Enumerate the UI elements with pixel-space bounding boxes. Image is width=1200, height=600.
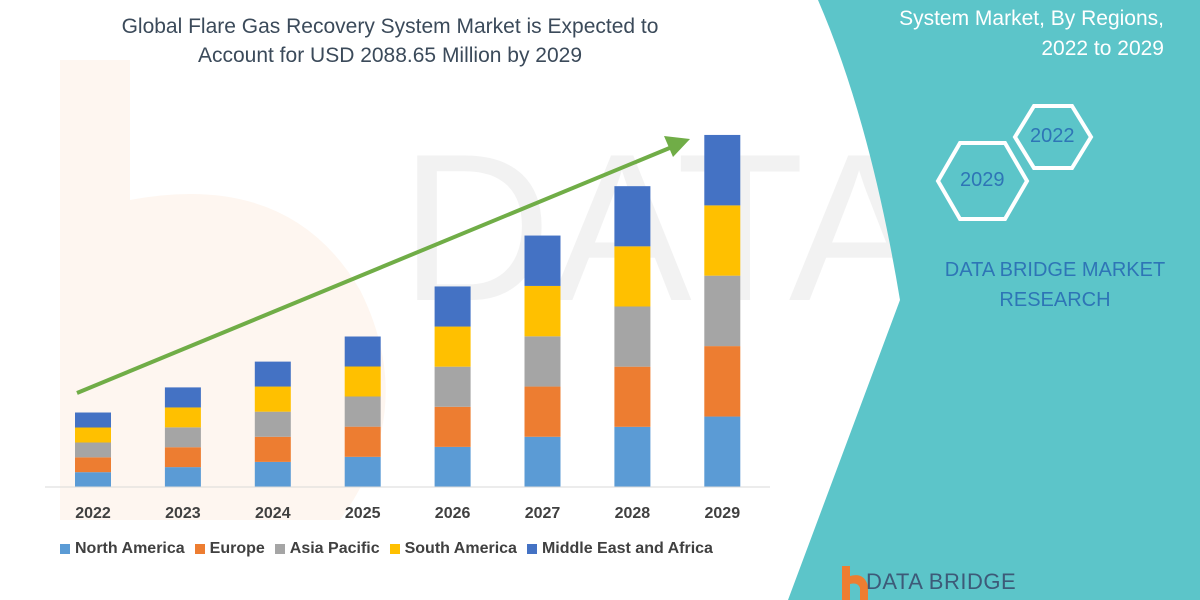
legend-label: Asia Pacific [289,540,380,557]
bar-segment-2028-asia-pacific [614,306,651,367]
legend-label: Europe [209,540,265,557]
bar-segment-2024-asia-pacific [254,411,291,437]
bar-segment-2025-europe [344,426,381,457]
logo-icon [842,566,868,600]
logo-text: DATA BRIDGE [866,569,1017,594]
legend-item: South America [389,540,517,558]
bar-segment-2027-south-america [524,285,561,337]
legend-swatch [60,544,70,554]
bar-segment-2026-south-america [434,326,471,367]
bar-segment-2023-south-america [164,407,201,428]
legend-swatch [389,544,400,554]
bar-segment-2029-middle-east-and-africa [704,134,741,206]
legend-label: South America [404,540,517,557]
bar-segment-2025-asia-pacific [344,396,381,427]
x-tick-label: 2027 [525,505,561,522]
brand-text: DATA BRIDGE MARKET RESEARCH [925,255,1185,315]
legend-label: Middle East and Africa [541,540,713,557]
x-tick-label: 2026 [435,505,471,522]
bar-segment-2026-north-america [434,446,471,487]
x-tick-label: 2029 [705,505,741,522]
legend: North America Europe Asia Pacific South Ame… [60,540,713,558]
bar-segment-2025-north-america [344,456,381,487]
bar-segment-2024-europe [254,436,291,462]
bar-segment-2028-middle-east-and-africa [614,186,651,247]
bar-segment-2022-middle-east-and-africa [75,412,111,428]
legend-item: North America [60,540,185,558]
bar-segment-2022-asia-pacific [75,442,111,458]
hexagon-2022 [1012,104,1094,170]
hex-label-2029: 2029 [960,169,1005,191]
bar-segment-2029-south-america [704,205,741,276]
legend-swatch [526,544,537,554]
trend-arrow-line [76,145,673,395]
bar-segment-2024-middle-east-and-africa [254,361,291,387]
bar-segment-2025-south-america [344,366,381,397]
bar-segment-2026-europe [434,406,471,447]
bar-segment-2028-europe [614,366,651,427]
hexagon-2029 [935,141,1030,221]
legend-item: Asia Pacific [274,540,380,558]
bar-segment-2027-north-america [524,436,561,487]
x-tick-label: 2023 [165,505,201,522]
title-line-2: Account for USD 2088.65 Million by 2029 [197,44,583,67]
legend-item: Europe [194,540,265,558]
brand-line-2: RESEARCH [999,289,1111,311]
bar-segment-2022-north-america [75,472,111,487]
x-tick-label: 2025 [345,505,381,522]
bar-segment-2023-north-america [164,467,201,487]
watermark-logo [60,60,386,520]
trend-arrow-head [664,136,690,157]
bar-segment-2023-middle-east-and-africa [164,387,201,408]
legend-swatch [274,544,285,554]
bar-segment-2029-europe [704,346,741,417]
bar-segment-2023-europe [164,447,201,468]
bar-segment-2022-south-america [75,427,111,443]
bar-segment-2026-asia-pacific [434,366,471,407]
chart-title: Global Flare Gas Recovery System Market … [60,12,720,70]
bar-segment-2027-europe [524,386,561,437]
x-tick-label: 2022 [75,505,111,522]
bar-segment-2023-asia-pacific [164,427,201,448]
legend-label: North America [75,540,185,557]
side-title-line-2: 2022 to 2029 [1041,37,1164,60]
bar-segment-2027-asia-pacific [524,336,561,387]
bar-segment-2024-south-america [254,386,291,412]
bar-segment-2025-middle-east-and-africa [344,336,381,367]
bar-segment-2029-asia-pacific [704,275,741,347]
hex-label-2022: 2022 [1030,125,1075,147]
bar-segment-2022-europe [75,457,111,473]
x-tick-label: 2028 [615,505,651,522]
bar-segment-2026-middle-east-and-africa [434,286,471,327]
bar-segment-2024-north-america [254,461,291,487]
bar-segment-2028-north-america [614,426,651,487]
legend-item: Middle East and Africa [526,540,713,558]
side-title-line-1: System Market, By Regions, [899,7,1164,30]
title-line-1: Global Flare Gas Recovery System Market … [121,15,659,38]
bar-segment-2029-north-america [704,416,741,487]
side-panel-title: System Market, By Regions, 2022 to 2029 [899,4,1164,64]
legend-swatch [194,544,205,554]
side-panel-shape [788,0,1200,600]
bar-segment-2028-south-america [614,246,651,307]
x-tick-label: 2024 [255,505,291,522]
brand-line-1: DATA BRIDGE MARKET [944,259,1166,281]
bar-segment-2027-middle-east-and-africa [524,235,561,286]
